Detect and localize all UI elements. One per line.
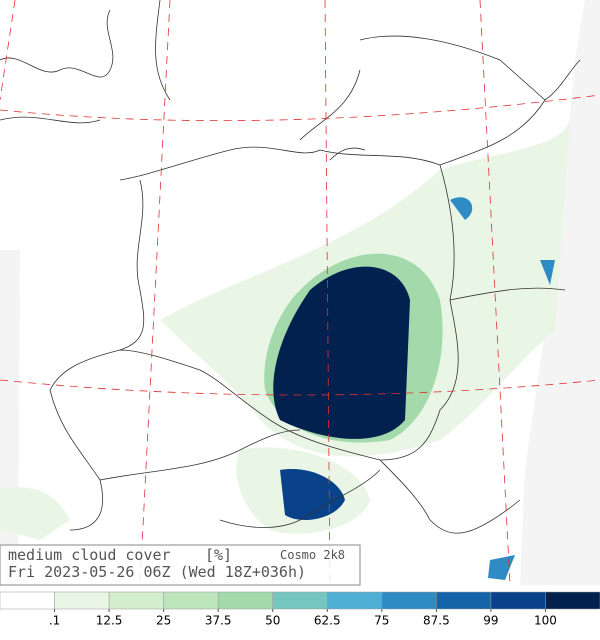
colorbar-bin: [545, 591, 600, 610]
colorbar-bin: [217, 591, 273, 610]
legend-box: medium cloud cover [%] Cosmo 2k8 Fri 202…: [0, 544, 361, 586]
colorbar-tick-label: .1: [49, 614, 60, 628]
colorbar-bin: [490, 591, 546, 610]
colorbar-bin: [381, 591, 437, 610]
colorbar-tick-label: 50: [265, 614, 280, 628]
out-of-domain-left: [0, 250, 20, 585]
legend-frame: [0, 544, 361, 586]
cloud-dense: [273, 266, 410, 439]
colorbar-tick-label: 75: [374, 614, 389, 628]
legend-model: Cosmo 2k8: [280, 548, 345, 562]
colorbar-bin: [0, 591, 55, 610]
colorbar-bin: [163, 591, 219, 610]
colorbar-bin: [436, 591, 492, 610]
colorbar-bin: [272, 591, 328, 610]
colorbar-tick-label: 12.5: [96, 614, 123, 628]
legend-title: medium cloud cover: [8, 546, 171, 564]
colorbar-tick-label: 62.5: [314, 614, 341, 628]
cloud-light: [0, 487, 70, 540]
colorbar-tick-label: 87.5: [423, 614, 450, 628]
colorbar-bin: [327, 591, 383, 610]
colorbar-bin: [54, 591, 110, 610]
legend-timestamp: Fri 2023-05-26 06Z (Wed 18Z+036h): [8, 563, 306, 581]
colorbar-tick-label: 99: [483, 614, 498, 628]
out-of-domain: [520, 0, 600, 585]
colorbar: .1 12.5 25 37.5 50 62.5 75 87.5 99 100: [0, 591, 600, 628]
colorbar-tick-label: 100: [534, 614, 557, 628]
colorbar-tick-label: 25: [156, 614, 171, 628]
legend-unit: [%]: [205, 546, 232, 564]
colorbar-tick-label: 37.5: [205, 614, 232, 628]
borders: [0, 0, 581, 534]
colorbar-bin: [108, 591, 164, 610]
